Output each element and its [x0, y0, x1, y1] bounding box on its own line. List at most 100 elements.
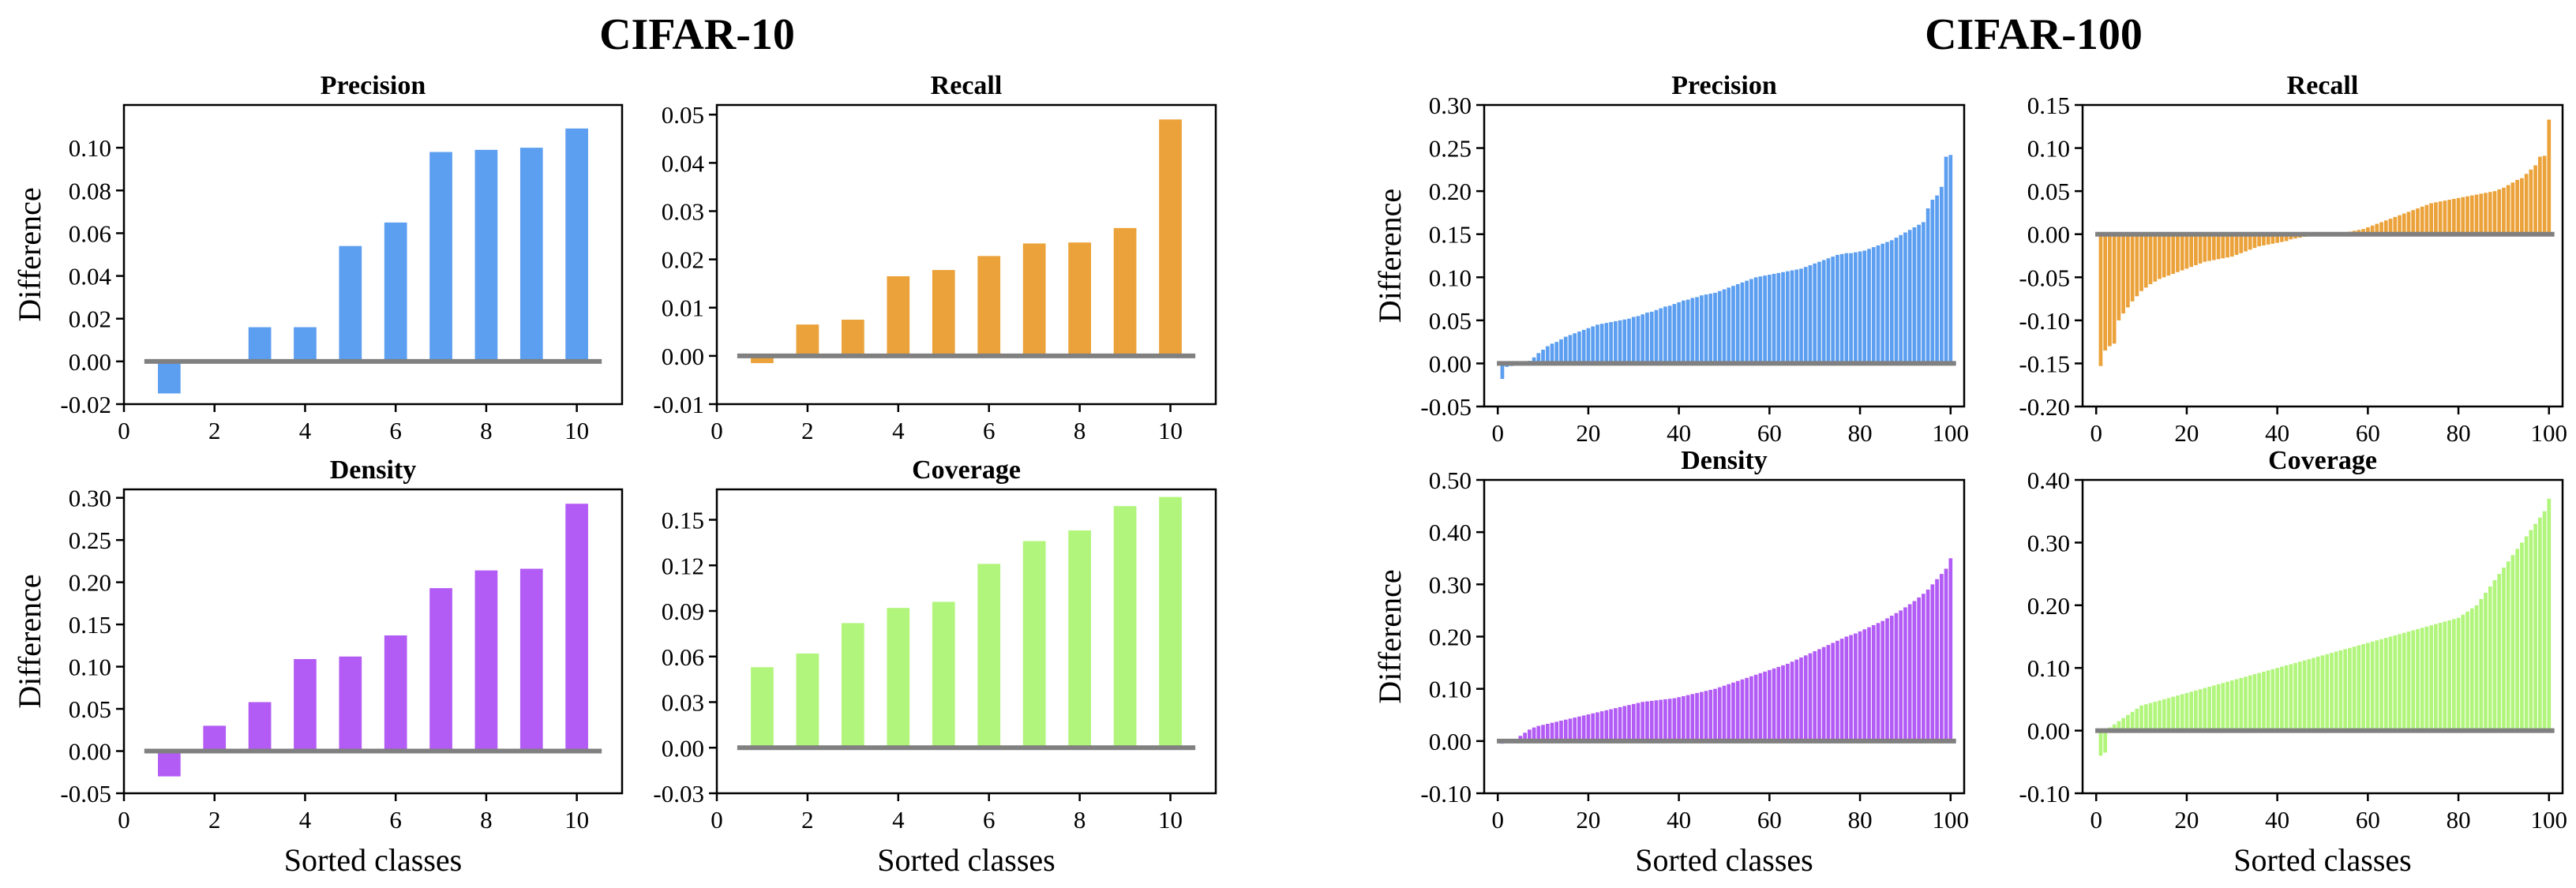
bar — [1667, 305, 1672, 364]
y-tick-label: 0.05 — [1429, 307, 1472, 335]
bar — [2252, 674, 2257, 731]
bar — [1880, 620, 1885, 741]
x-tick-label: 4 — [892, 806, 905, 834]
bar — [2139, 705, 2143, 731]
x-tick-label: 80 — [1848, 806, 1873, 834]
bar — [1699, 295, 1704, 364]
bar — [2379, 639, 2383, 731]
bar — [2207, 687, 2211, 731]
bar — [474, 570, 498, 751]
y-tick-label: -0.02 — [60, 391, 111, 418]
bar — [1717, 290, 1722, 364]
bar — [1831, 257, 1835, 364]
bar — [1735, 284, 1740, 364]
y-axis-label: Difference — [12, 187, 47, 321]
bar — [2180, 234, 2184, 271]
x-tick-label: 0 — [118, 806, 130, 834]
y-tick-label: 0.04 — [662, 149, 705, 177]
bar — [1808, 265, 1813, 364]
bar — [1731, 682, 1735, 741]
bar — [2443, 200, 2447, 234]
bar — [1649, 700, 1654, 741]
y-tick-label: 0.25 — [69, 526, 111, 554]
bar — [1799, 268, 1803, 364]
bar — [1022, 243, 1046, 356]
bar — [2117, 234, 2121, 320]
y-tick-label: 0.05 — [69, 695, 111, 723]
bar — [1591, 713, 1595, 741]
bar — [2520, 542, 2524, 731]
bar — [2469, 608, 2474, 731]
bar — [1627, 318, 1631, 364]
bar — [294, 658, 317, 751]
y-tick-label: -0.05 — [2019, 264, 2070, 291]
bar — [2524, 536, 2529, 731]
bar — [2420, 206, 2424, 234]
bar — [2416, 628, 2420, 731]
bar — [1749, 676, 1753, 741]
bar — [1876, 245, 1880, 364]
bar — [2148, 234, 2153, 285]
bar — [1813, 651, 1817, 741]
bar — [1758, 673, 1763, 741]
bar — [1917, 224, 1921, 364]
bar — [1595, 324, 1599, 364]
bar — [1604, 323, 1609, 364]
bar — [2520, 178, 2524, 234]
y-tick-label: 0.12 — [662, 552, 704, 579]
bar — [2234, 234, 2239, 255]
bar — [2112, 724, 2117, 731]
bars — [158, 128, 588, 394]
bar — [2479, 193, 2484, 234]
bar — [2524, 174, 2529, 234]
bar — [1622, 319, 1627, 364]
bar — [1735, 680, 1740, 741]
bars — [751, 119, 1182, 364]
x-tick-label: 2 — [208, 417, 221, 444]
bar — [2126, 234, 2130, 308]
y-tick-label: 0.00 — [2027, 718, 2070, 745]
bar — [1550, 343, 1554, 364]
bar — [2547, 119, 2552, 234]
bar — [2275, 668, 2279, 731]
bar — [2361, 229, 2365, 234]
x-tick-label: 10 — [564, 806, 589, 834]
bar — [2502, 187, 2506, 234]
bar — [2112, 234, 2117, 344]
y-ticks: -0.03 0.00 0.03 0.06 0.09 0.12 0.15 — [653, 507, 717, 807]
bar — [1903, 607, 1907, 741]
bar — [2370, 225, 2375, 234]
bar — [1636, 316, 1640, 364]
bar — [2529, 530, 2533, 731]
x-ticks: 0 2 4 6 8 10 — [118, 404, 589, 444]
bar — [2143, 234, 2148, 288]
bar — [1685, 299, 1690, 364]
bar — [2510, 555, 2515, 731]
bar — [1599, 324, 1604, 364]
x-tick-label: 0 — [1491, 419, 1504, 447]
bar — [1740, 282, 1745, 364]
x-axis-label: Sorted classes — [284, 842, 463, 878]
x-tick-label: 0 — [2090, 806, 2102, 834]
bar — [2542, 155, 2547, 234]
bar — [1550, 722, 1554, 741]
bar — [1785, 663, 1790, 741]
bar — [1708, 689, 1713, 741]
x-tick-label: 6 — [389, 806, 402, 834]
x-tick-label: 6 — [983, 806, 996, 834]
x-tick-label: 80 — [2447, 419, 2471, 447]
bar — [2411, 210, 2416, 234]
bar — [1727, 287, 1731, 364]
bar — [2451, 198, 2456, 234]
x-tick-label: 8 — [480, 806, 493, 834]
chart-title: Recall — [2287, 71, 2359, 100]
y-tick-label: 0.00 — [69, 738, 111, 766]
bar — [2474, 194, 2479, 234]
bar — [2176, 695, 2180, 731]
bar — [1826, 645, 1831, 741]
bar — [1758, 276, 1763, 364]
bar — [2488, 192, 2492, 234]
x-tick-label: 6 — [389, 417, 402, 444]
bar — [2158, 700, 2162, 731]
chart-panels: Precision -0.02 0.00 0.02 0.04 0.06 0.08 0.10 0 2… — [12, 71, 2567, 878]
